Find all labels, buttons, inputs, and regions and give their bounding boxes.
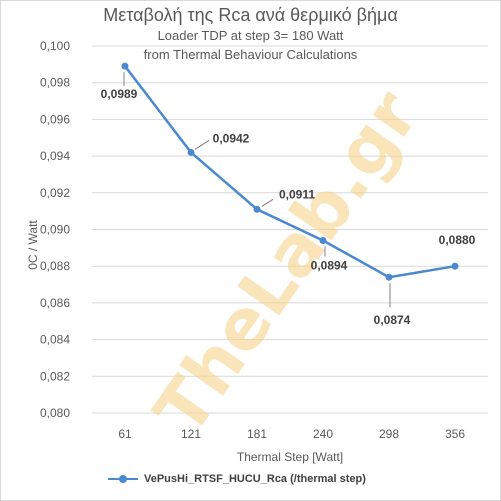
y-tick-label: 0,082 <box>40 369 70 383</box>
x-axis-ticks: 61 121 181 240 298 356 <box>118 427 465 441</box>
data-point <box>187 148 195 156</box>
legend-swatch <box>108 474 138 484</box>
data-point <box>121 62 129 70</box>
data-point <box>385 273 393 281</box>
x-tick-label: 356 <box>445 427 465 441</box>
y-tick-label: 0,098 <box>40 76 70 90</box>
x-tick-label: 298 <box>379 427 399 441</box>
chart-subtitle-line-2: from Thermal Behaviour Calculations <box>143 47 358 62</box>
y-axis-title: 0C / Watt <box>26 220 40 270</box>
y-tick-label: 0,086 <box>40 296 70 310</box>
data-label: 0,0880 <box>439 233 476 247</box>
y-tick-label: 0,100 <box>40 39 70 53</box>
data-point <box>319 237 327 245</box>
y-axis-ticks: 0,080 0,082 0,084 0,086 0,088 0,090 0,092 0,094… <box>40 39 70 420</box>
y-tick-label: 0,096 <box>40 112 70 126</box>
data-label: 0,0911 <box>279 187 315 201</box>
data-label: 0,0894 <box>311 259 348 273</box>
watermark-logo: TheLab.gr <box>139 76 435 450</box>
x-tick-label: 181 <box>247 427 267 441</box>
x-tick-label: 61 <box>118 427 132 441</box>
x-tick-label: 121 <box>181 427 201 441</box>
chart-subtitle-line-1: Loader TDP at step 3= 180 Watt <box>157 28 344 43</box>
data-label: 0,0989 <box>101 87 138 101</box>
data-labels: 0,0989 0,0942 0,0911 0,0894 0,0874 0,0880 <box>101 87 476 327</box>
series-line <box>121 62 459 281</box>
chart-title: Μεταβολή της Rca ανά θερμικό βήμα <box>103 5 398 25</box>
x-tick-label: 240 <box>313 427 333 441</box>
label-leader-line <box>261 198 274 207</box>
data-label-leaders <box>123 72 391 308</box>
gridlines <box>92 45 488 414</box>
legend-label: VePusHi_RTSF_HUCU_Rca (/thermal step) <box>144 473 366 485</box>
y-tick-label: 0,092 <box>40 186 70 200</box>
y-tick-label: 0,088 <box>40 259 70 273</box>
y-tick-label: 0,084 <box>40 333 70 347</box>
data-label: 0,0874 <box>374 313 411 327</box>
y-tick-label: 0,080 <box>40 406 70 420</box>
legend: VePusHi_RTSF_HUCU_Rca (/thermal step) <box>108 470 366 488</box>
data-point <box>451 262 459 270</box>
y-tick-label: 0,090 <box>40 223 70 237</box>
x-axis-title: Thermal Step [Watt] <box>237 450 343 464</box>
data-point <box>253 205 261 213</box>
label-leader-line <box>194 140 210 150</box>
series-polyline <box>124 65 456 279</box>
data-label: 0,0942 <box>213 131 250 145</box>
y-tick-label: 0,094 <box>40 149 70 163</box>
